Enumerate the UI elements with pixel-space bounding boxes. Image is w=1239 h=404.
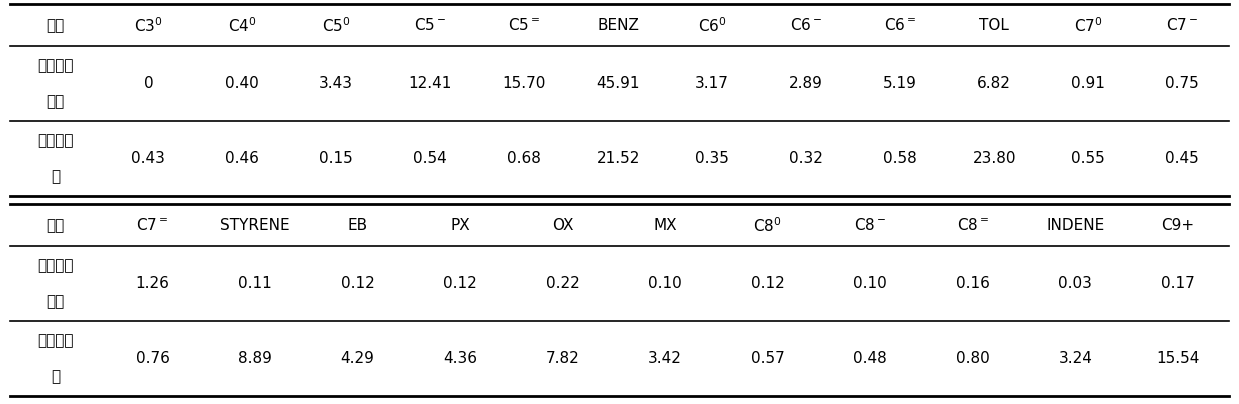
Text: 0.54: 0.54 — [414, 151, 447, 166]
Text: C5$^=$: C5$^=$ — [508, 17, 540, 33]
Text: 急冷水塔: 急冷水塔 — [37, 333, 74, 348]
Text: 0.46: 0.46 — [225, 151, 259, 166]
Text: C7$^0$: C7$^0$ — [1074, 16, 1103, 35]
Text: 45.91: 45.91 — [596, 76, 641, 91]
Text: 0.40: 0.40 — [225, 76, 259, 91]
Text: C3$^0$: C3$^0$ — [134, 16, 162, 35]
Text: 0.10: 0.10 — [648, 276, 683, 291]
Text: 0: 0 — [144, 76, 154, 91]
Text: 组分: 组分 — [47, 218, 64, 233]
Text: MX: MX — [653, 218, 676, 233]
Text: STYRENE: STYRENE — [221, 218, 290, 233]
Text: 4.36: 4.36 — [444, 351, 477, 366]
Text: C6$^=$: C6$^=$ — [883, 17, 917, 33]
Text: C6$^-$: C6$^-$ — [790, 17, 823, 33]
Text: EB: EB — [348, 218, 368, 233]
Text: 3.42: 3.42 — [648, 351, 683, 366]
Text: 底油: 底油 — [47, 95, 64, 109]
Text: 脱丁烷塔: 脱丁烷塔 — [37, 58, 74, 73]
Text: C5$^-$: C5$^-$ — [414, 17, 446, 33]
Text: 2.89: 2.89 — [789, 76, 823, 91]
Text: 0.35: 0.35 — [695, 151, 729, 166]
Text: 0.15: 0.15 — [320, 151, 353, 166]
Text: TOL: TOL — [979, 18, 1009, 33]
Text: 0.12: 0.12 — [751, 276, 784, 291]
Text: 0.17: 0.17 — [1161, 276, 1194, 291]
Text: 0.03: 0.03 — [1058, 276, 1093, 291]
Text: 1.26: 1.26 — [136, 276, 170, 291]
Text: INDENE: INDENE — [1046, 218, 1104, 233]
Text: PX: PX — [450, 218, 470, 233]
Text: 急冷水塔: 急冷水塔 — [37, 133, 74, 148]
Text: C6$^0$: C6$^0$ — [698, 16, 726, 35]
Text: 3.43: 3.43 — [320, 76, 353, 91]
Text: 6.82: 6.82 — [978, 76, 1011, 91]
Text: 0.10: 0.10 — [854, 276, 887, 291]
Text: 0.80: 0.80 — [957, 351, 990, 366]
Text: 0.16: 0.16 — [955, 276, 990, 291]
Text: 0.45: 0.45 — [1165, 151, 1199, 166]
Text: C7$^-$: C7$^-$ — [1166, 17, 1198, 33]
Text: 23.80: 23.80 — [973, 151, 1016, 166]
Text: 0.57: 0.57 — [751, 351, 784, 366]
Text: 0.43: 0.43 — [131, 151, 165, 166]
Text: 0.55: 0.55 — [1072, 151, 1105, 166]
Text: 0.91: 0.91 — [1072, 76, 1105, 91]
Text: 0.75: 0.75 — [1165, 76, 1199, 91]
Text: 0.32: 0.32 — [789, 151, 823, 166]
Text: 组分: 组分 — [47, 18, 64, 33]
Text: 0.11: 0.11 — [238, 276, 273, 291]
Text: 7.82: 7.82 — [546, 351, 580, 366]
Text: 3.17: 3.17 — [695, 76, 729, 91]
Text: 15.54: 15.54 — [1156, 351, 1199, 366]
Text: 油: 油 — [51, 369, 61, 384]
Text: 0.12: 0.12 — [341, 276, 374, 291]
Text: 脱丁烷塔: 脱丁烷塔 — [37, 258, 74, 273]
Text: C8$^=$: C8$^=$ — [957, 217, 989, 233]
Text: 3.24: 3.24 — [1058, 351, 1093, 366]
Text: C4$^0$: C4$^0$ — [228, 16, 256, 35]
Text: C9+: C9+ — [1161, 218, 1194, 233]
Text: 0.22: 0.22 — [546, 276, 580, 291]
Text: 油: 油 — [51, 169, 61, 184]
Text: 8.89: 8.89 — [238, 351, 273, 366]
Text: 底油: 底油 — [47, 295, 64, 309]
Text: C7$^=$: C7$^=$ — [136, 217, 169, 233]
Text: C8$^-$: C8$^-$ — [854, 217, 886, 233]
Text: 12.41: 12.41 — [409, 76, 452, 91]
Text: BENZ: BENZ — [597, 18, 639, 33]
Text: C8$^0$: C8$^0$ — [753, 216, 782, 235]
Text: 5.19: 5.19 — [883, 76, 917, 91]
Text: 0.68: 0.68 — [507, 151, 541, 166]
Text: 4.29: 4.29 — [341, 351, 374, 366]
Text: 0.48: 0.48 — [854, 351, 887, 366]
Text: OX: OX — [551, 218, 574, 233]
Text: 15.70: 15.70 — [503, 76, 546, 91]
Text: 21.52: 21.52 — [596, 151, 639, 166]
Text: C5$^0$: C5$^0$ — [322, 16, 351, 35]
Text: 0.76: 0.76 — [136, 351, 170, 366]
Text: 0.12: 0.12 — [444, 276, 477, 291]
Text: 0.58: 0.58 — [883, 151, 917, 166]
